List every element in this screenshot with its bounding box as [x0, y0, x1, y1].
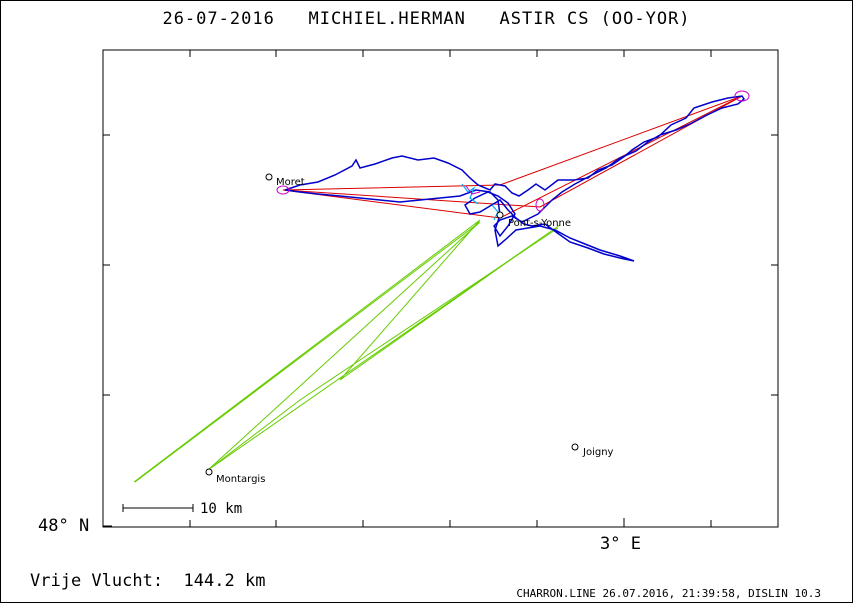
town-label-joigny: Joigny: [582, 447, 614, 458]
scale-bar: [122, 504, 194, 512]
distance-readout: Vrije Vlucht: 144.2 km: [30, 571, 265, 591]
flight-date: 26-07-2016: [162, 9, 275, 29]
town-joigny: Joigny: [571, 443, 614, 458]
distance-value: 144.2 km: [183, 571, 266, 591]
pilot-name: MICHIEL.HERMAN: [308, 9, 466, 29]
town-label-montargis: Montargis: [216, 474, 265, 485]
climb-segments: [461, 183, 499, 221]
ground-track-lines: [133, 219, 561, 483]
glider-name: ASTIR CS (OO-YOR): [499, 9, 691, 29]
lat-axis-label: 48° N: [38, 516, 90, 536]
lon-ticks: [189, 50, 712, 527]
town-label-moret: Moret: [276, 177, 305, 188]
lat-ticks: [103, 134, 778, 527]
credits-line: CHARRON.LINE 26.07.2016, 21:39:58, DISLI…: [516, 587, 821, 600]
town-label-pont-s-yonne: Pont-s-Yonne: [508, 218, 571, 229]
turnpoint-markers: [276, 90, 750, 212]
turnpoint-east: [734, 90, 750, 102]
turnpoint-center: [535, 198, 545, 212]
town-moret: Moret: [265, 173, 305, 188]
scale-bar-label: 10 km: [200, 501, 242, 517]
flight-title: 26-07-2016 MICHIEL.HERMAN ASTIR CS (OO-Y…: [0, 9, 853, 29]
town-montargis: Montargis: [205, 468, 265, 485]
town-pont-s-yonne: Pont-s-Yonne: [496, 211, 571, 229]
distance-label: Vrije Vlucht:: [30, 571, 164, 591]
lon-axis-label: 3° E: [600, 534, 641, 554]
turnpoint-west: [276, 185, 290, 195]
plot-area: [102, 49, 779, 528]
task-lines: [282, 95, 743, 219]
